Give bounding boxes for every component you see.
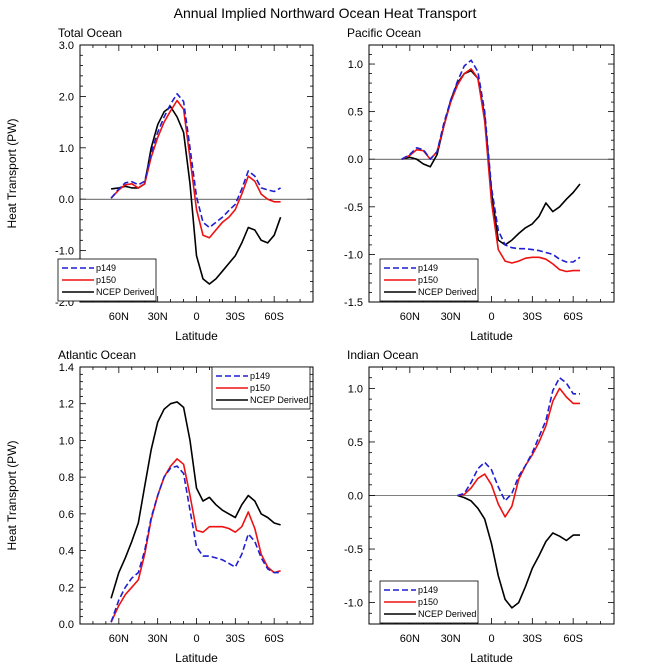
indian-ocean-ytick-label: 0.0 [348,491,363,503]
total-ocean-title: Total Ocean [58,26,122,40]
pacific-ocean-xtick-label: 30N [441,311,461,323]
total-ocean-xtick-label: 0 [193,311,199,323]
indian-ocean-series-ncep-derived [457,494,580,609]
total-ocean-ytick-label: 2.0 [59,91,74,103]
atlantic-ocean-xlabel: Latitude [175,651,218,665]
atlantic-ocean-series-ncep-derived [110,401,281,599]
total-ocean-legend-label-p150: p150 [96,275,116,285]
total-ocean-xlabel: Latitude [175,329,218,343]
atlantic-ocean-ytick-label: 0.6 [59,509,74,521]
total-ocean-xtick-label: 30S [226,311,246,323]
total-ocean-legend-label-ncep-derived: NCEP Derived [96,287,154,297]
pacific-ocean-ytick-label: -1.5 [344,297,363,309]
indian-ocean-legend: p149 p150 NCEP Derived [379,580,479,624]
indian-ocean-legend-label-p149: p149 [418,585,438,595]
atlantic-ocean-xtick-label: 30N [148,633,168,645]
indian-ocean-title: Indian Ocean [347,348,418,362]
pacific-ocean-ytick-label: 1.0 [348,59,363,71]
total-ocean-series-p149 [110,93,281,229]
atlantic-ocean-legend-label-p150: p150 [250,383,270,393]
total-ocean-legend: p149 p150 NCEP Derived [57,258,157,302]
indian-ocean-series-p150 [457,387,580,518]
total-ocean-xtick-label: 60S [264,311,284,323]
atlantic-ocean-legend: p149 p150 NCEP Derived [211,366,311,410]
indian-ocean-xlabel: Latitude [470,651,513,665]
indian-ocean-ytick-label: 0.5 [348,437,363,449]
total-ocean-ytick-label: 0.0 [59,194,74,206]
total-ocean-xtick-label: 30N [148,311,168,323]
pacific-ocean-panel: Pacific Ocean 60N 30N 0 30S 60S 1.0 0.5 0.0 -0.5 -… [344,26,615,343]
pacific-ocean-ytick-label: 0.0 [348,154,363,166]
atlantic-ocean-ytick-label: 0.8 [59,472,74,484]
atlantic-ocean-series-p150 [110,458,281,623]
indian-ocean-ytick-label: 1.0 [348,383,363,395]
figure-title: Annual Implied Northward Ocean Heat Tran… [174,5,477,21]
pacific-ocean-ytick-label: -1.0 [344,249,363,261]
indian-ocean-xtick-label: 30N [441,633,461,645]
atlantic-ocean-xtick-label: 60N [109,633,129,645]
atlantic-ocean-series-p149 [110,465,281,623]
indian-ocean-ytick-label: -1.0 [344,598,363,610]
pacific-ocean-xtick-label: 60S [563,311,583,323]
pacific-ocean-xlabel: Latitude [470,329,513,343]
indian-ocean-panel: Indian Ocean 60N 30N 0 30S 60S 1.0 0.5 0.0 -0.5 -1… [344,348,615,665]
total-ocean-ytick-label: 3.0 [59,40,74,52]
total-ocean-ytick-label: -1.0 [55,246,74,258]
indian-ocean-ytick-label: -0.5 [344,544,363,556]
total-ocean-series-p150 [110,99,281,239]
total-ocean-xtick-label: 60N [109,311,129,323]
atlantic-ocean-xtick-label: 30S [226,633,246,645]
total-ocean-panel: Total Ocean 60N 30N 0 30S 60S 3.0 2.0 1.0 0.0 -1.0… [5,26,314,343]
atlantic-ocean-ytick-label: 0.2 [59,582,74,594]
pacific-ocean-ytick-label: 0.5 [348,107,363,119]
indian-ocean-legend-label-ncep-derived: NCEP Derived [418,609,476,619]
total-ocean-ylabel: Heat Transport (PW) [5,118,19,228]
total-ocean-ytick-label: 1.0 [59,143,74,155]
indian-ocean-legend-label-p150: p150 [418,597,438,607]
pacific-ocean-xtick-label: 30S [523,311,543,323]
pacific-ocean-legend: p149 p150 NCEP Derived [379,258,479,302]
atlantic-ocean-xtick-label: 0 [193,633,199,645]
pacific-ocean-legend-label-p149: p149 [418,263,438,273]
pacific-ocean-legend-label-ncep-derived: NCEP Derived [418,287,476,297]
atlantic-ocean-ytick-label: 1.2 [59,399,74,411]
indian-ocean-series-p149 [457,376,580,502]
pacific-ocean-legend-label-p150: p150 [418,275,438,285]
atlantic-ocean-legend-label-ncep-derived: NCEP Derived [250,395,308,405]
indian-ocean-xtick-label: 30S [523,633,543,645]
pacific-ocean-xtick-label: 60N [400,311,420,323]
pacific-ocean-ytick-label: -0.5 [344,202,363,214]
atlantic-ocean-legend-label-p149: p149 [250,371,270,381]
atlantic-ocean-xtick-label: 60S [264,633,284,645]
atlantic-ocean-ytick-label: 0.0 [59,619,74,631]
atlantic-ocean-panel: Atlantic Ocean 60N 30N 0 30S 60S 1.4 1.2 1.0 0.8 0… [5,348,314,665]
pacific-ocean-xtick-label: 0 [488,311,494,323]
pacific-ocean-series-p150 [401,68,580,273]
total-ocean-series-ncep-derived [110,105,282,285]
indian-ocean-xtick-label: 60N [400,633,420,645]
atlantic-ocean-ytick-label: 0.4 [59,546,74,558]
indian-ocean-xtick-label: 60S [563,633,583,645]
pacific-ocean-title: Pacific Ocean [347,26,421,40]
atlantic-ocean-ytick-label: 1.0 [59,435,74,447]
atlantic-ocean-ylabel: Heat Transport (PW) [5,440,19,550]
pacific-ocean-series-p149 [401,59,581,263]
atlantic-ocean-ytick-label: 1.4 [59,362,74,374]
atlantic-ocean-title: Atlantic Ocean [58,348,136,362]
indian-ocean-xtick-label: 0 [488,633,494,645]
total-ocean-legend-label-p149: p149 [96,263,116,273]
